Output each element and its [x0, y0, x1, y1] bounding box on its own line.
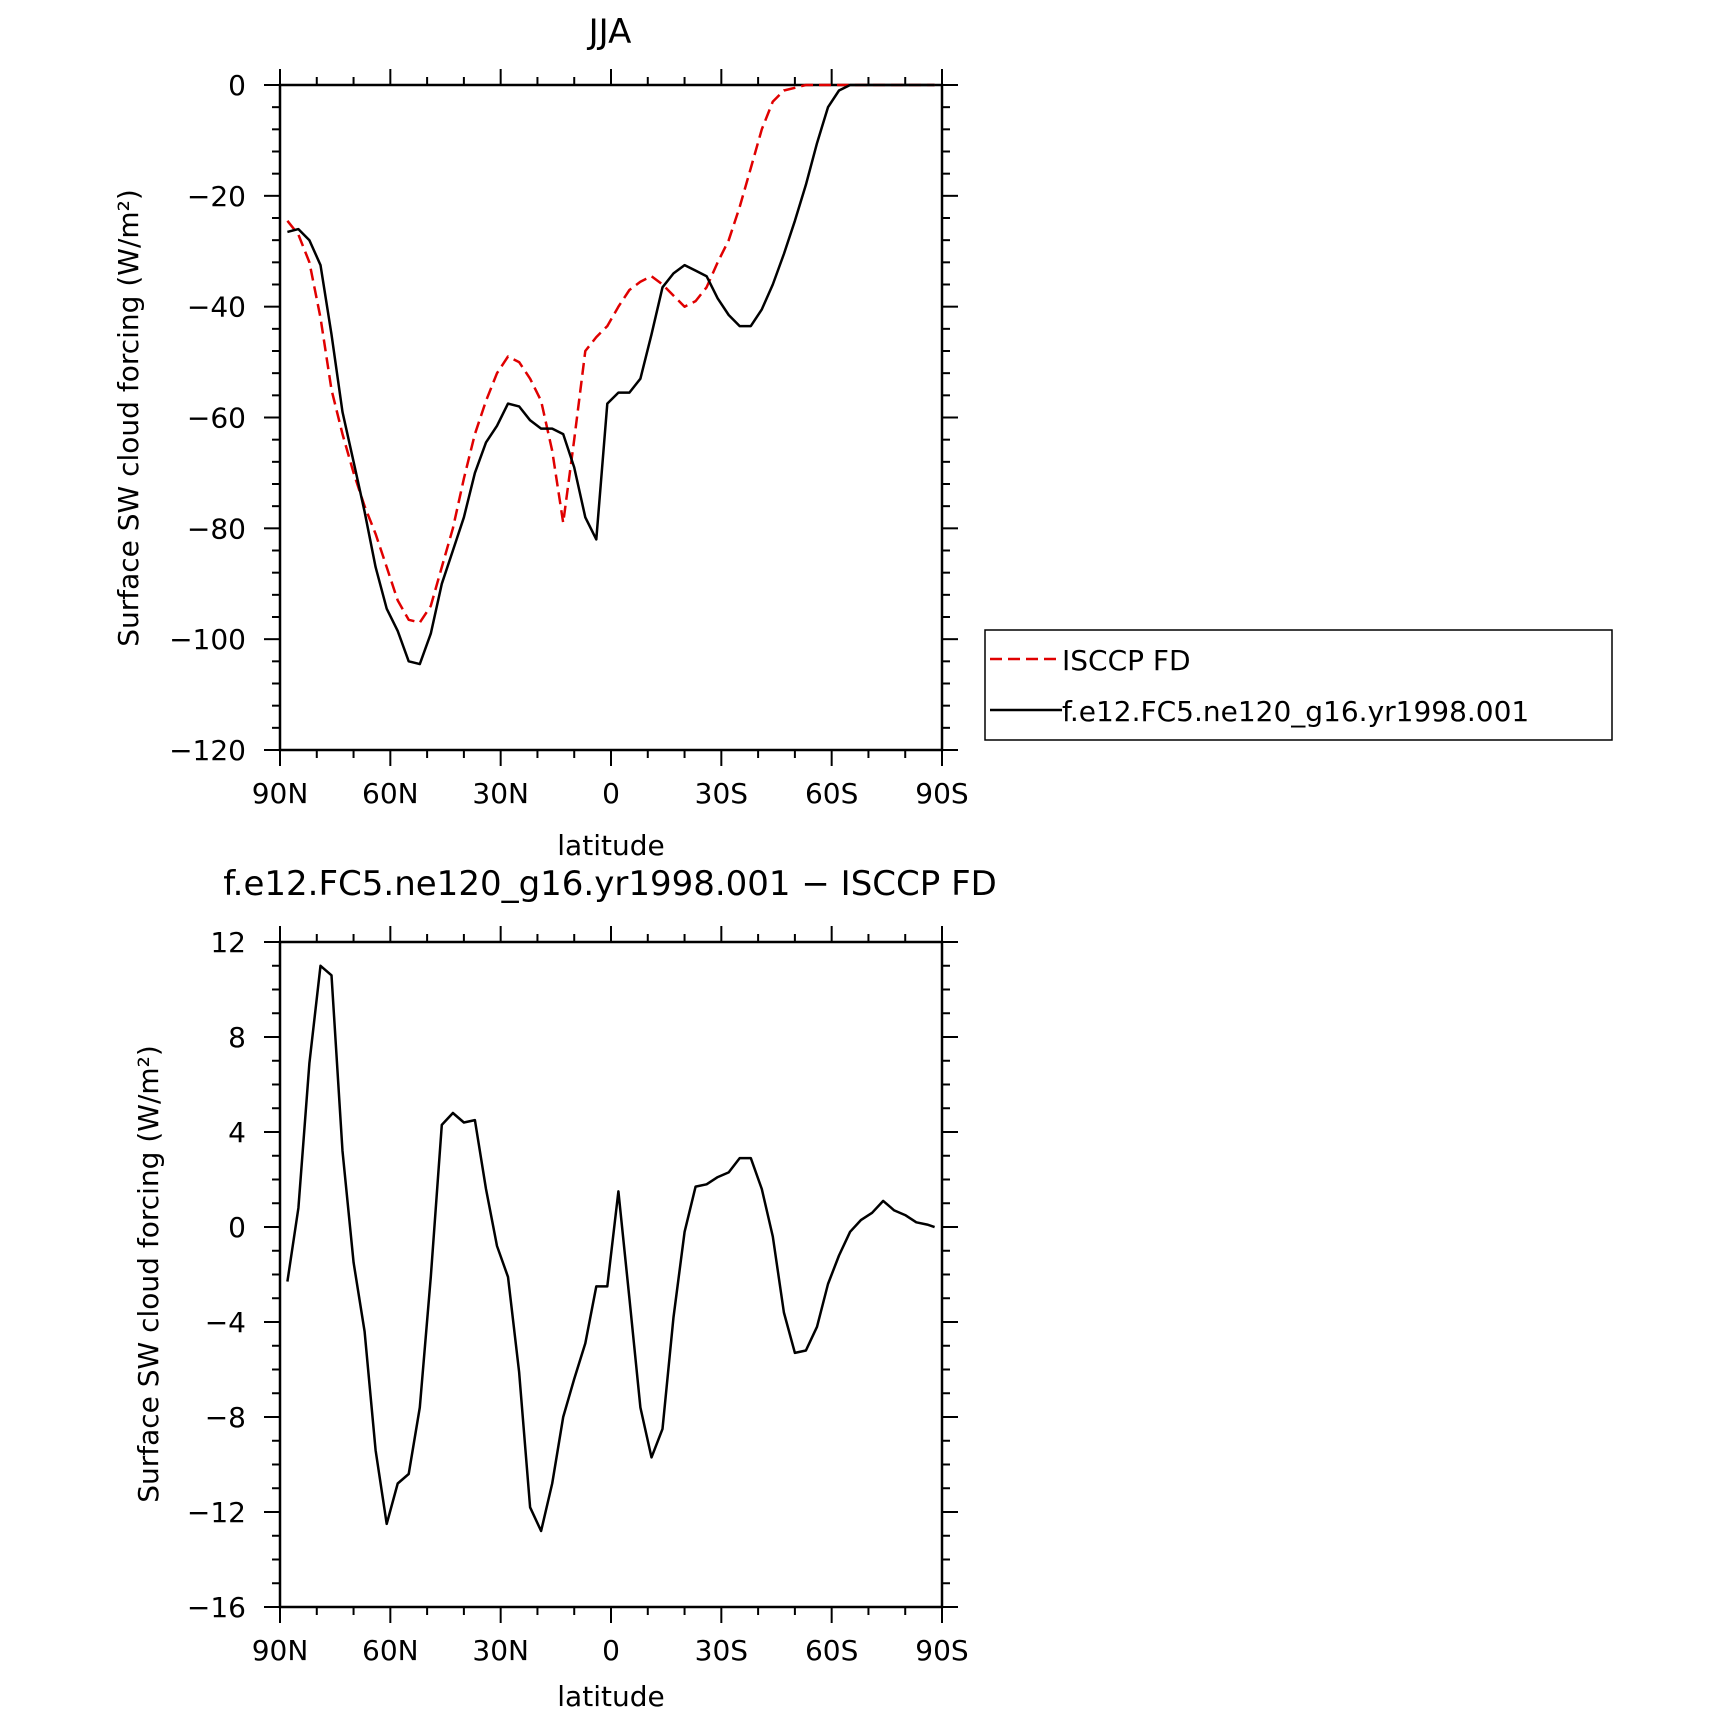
x-tick-label: 30N [472, 777, 529, 810]
plot-frame [278, 940, 944, 1609]
y-tick-label: −100 [169, 623, 246, 656]
series-lines [286, 83, 935, 666]
x-tick-label: 90S [915, 1634, 968, 1667]
y-tick-label: 8 [228, 1021, 246, 1054]
x-tick-label: 0 [602, 1634, 620, 1667]
y-tick-label: 0 [228, 1211, 246, 1244]
legend-box [984, 629, 1613, 741]
x-tick-label: 90N [252, 777, 309, 810]
chart-title: f.e12.FC5.ne120_g16.yr1998.001 − ISCCP F… [223, 864, 997, 904]
y-axis-title: Surface SW cloud forcing (W/m²) [112, 189, 145, 647]
axis-ticks: 90N 60N 30N 0 30S 60S 90S 0 −20 −40 −60 −80 −100 −120 [169, 69, 969, 810]
x-tick-label: 60S [805, 1634, 858, 1667]
x-tick-label: 90S [915, 777, 968, 810]
chart-title: JJA [587, 12, 632, 52]
y-tick-label: −20 [187, 180, 246, 213]
legend-label-isccp: ISCCP FD [1062, 644, 1191, 677]
y-tick-label: −8 [205, 1401, 246, 1434]
x-tick-label: 30S [695, 777, 748, 810]
x-tick-label: 90N [252, 1634, 309, 1667]
x-tick-label: 60S [805, 777, 858, 810]
legend: ISCCP FD f.e12.FC5.ne120_g16.yr1998.001 [984, 629, 1613, 741]
plot-frame [278, 83, 944, 752]
series-line-0 [286, 83, 935, 624]
y-tick-label: 4 [228, 1116, 246, 1149]
x-tick-label: 60N [362, 777, 419, 810]
y-tick-label: −16 [187, 1591, 246, 1624]
difference-chart: f.e12.FC5.ne120_g16.yr1998.001 − ISCCP F… [132, 864, 997, 1712]
x-tick-label: 0 [602, 777, 620, 810]
y-tick-label: 12 [210, 926, 246, 959]
y-axis-title: Surface SW cloud forcing (W/m²) [132, 1045, 165, 1503]
series-line-1 [287, 83, 935, 666]
jja-chart: JJA 90N 60N 30N 0 30S 60S 90S 0 −20 −40 −60 −80 −100… [112, 12, 969, 862]
x-axis-title: latitude [557, 829, 664, 862]
x-axis-title: latitude [557, 1680, 664, 1712]
axis-ticks: 90N 60N 30N 0 30S 60S 90S 12 8 4 0 −4 −8 −12 −16 [187, 926, 969, 1667]
y-tick-label: −40 [187, 291, 246, 324]
series-lines [286, 964, 935, 1533]
y-tick-label: 0 [228, 69, 246, 102]
x-tick-label: 60N [362, 1634, 419, 1667]
legend-label-model: f.e12.FC5.ne120_g16.yr1998.001 [1062, 695, 1529, 728]
y-tick-label: −120 [169, 734, 246, 767]
y-tick-label: −12 [187, 1496, 246, 1529]
series-line-0 [286, 964, 935, 1533]
x-tick-label: 30S [695, 1634, 748, 1667]
x-tick-label: 30N [472, 1634, 529, 1667]
y-tick-label: −4 [205, 1306, 246, 1339]
y-tick-label: −60 [187, 402, 246, 435]
y-tick-label: −80 [187, 512, 246, 545]
